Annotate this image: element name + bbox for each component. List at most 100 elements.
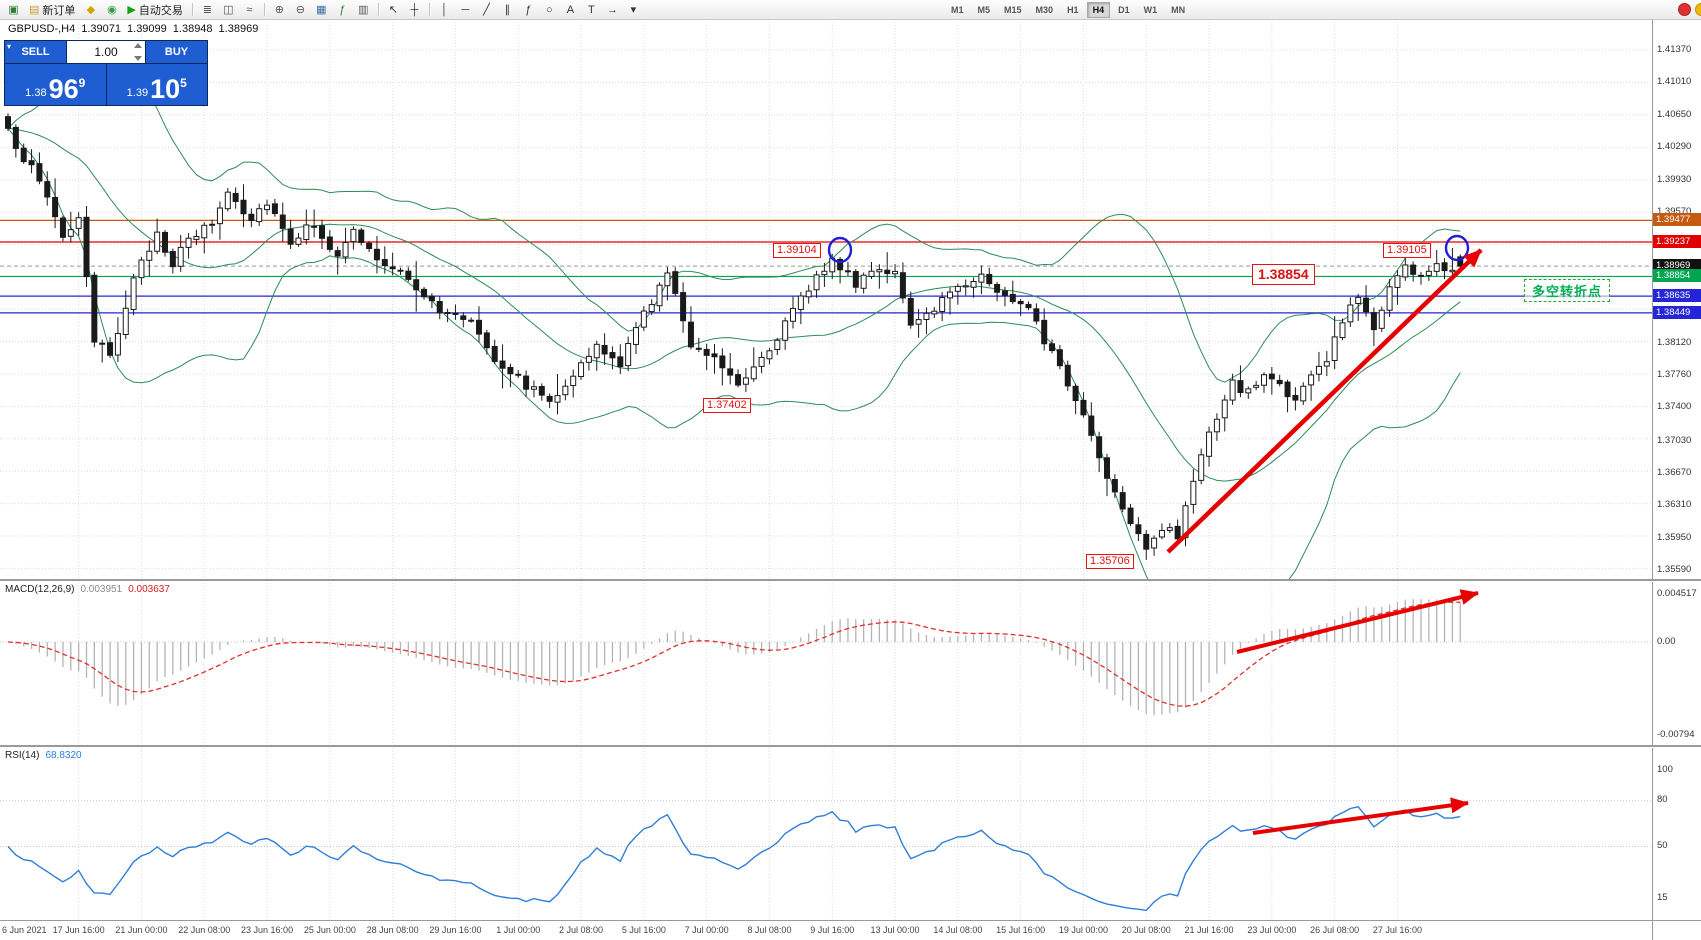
spinner-up-icon[interactable] — [134, 43, 142, 48]
autotrading-glyph: ▶ — [127, 4, 136, 16]
toolbar-separator — [263, 3, 265, 16]
collapse-icon[interactable]: ▾ — [7, 42, 12, 51]
turning-point-label: 多空转折点 — [1524, 279, 1611, 302]
rsi-value: 68.8320 — [45, 750, 82, 761]
volume-spinner[interactable] — [134, 43, 143, 61]
buy-price-main: 10 — [150, 74, 181, 104]
symbol-period-label: GBPUSD-,H4 — [8, 23, 76, 35]
toolbar-separator — [191, 3, 193, 16]
toolbar-separator — [377, 3, 379, 16]
tile-windows-icon-glyph: ▦ — [316, 4, 327, 16]
equidistant-channel-icon-glyph: ∥ — [504, 4, 511, 16]
mql5-community-icon-glyph: ◆ — [86, 4, 96, 16]
macd-indicator-label: MACD(12,26,9) 0.003951 0.003637 — [5, 584, 170, 595]
timeframe-w1-button[interactable]: W1 — [1143, 5, 1158, 15]
line-chart-icon[interactable]: ≈ — [240, 2, 259, 17]
text-icon-glyph: A — [566, 3, 575, 16]
timeframe-m1-button[interactable]: M1 — [951, 5, 964, 15]
text-label-icon-glyph: T — [588, 3, 595, 16]
toolbar-right — [1678, 3, 1701, 16]
candlestick-chart-icon-glyph: ◫ — [223, 4, 234, 16]
price-axis-border — [1652, 19, 1653, 940]
one-click-trading-panel: ▾ SELL 1.00 BUY 1.38 96 9 1.39 10 5 — [4, 40, 208, 106]
templates-icon[interactable]: ▥ — [354, 2, 373, 17]
indicators-icon[interactable]: ƒ — [333, 2, 352, 17]
timeframe-h4-button[interactable]: H4 — [1086, 2, 1111, 18]
cursor-icon[interactable]: ↖ — [384, 2, 403, 17]
candlestick-chart-icon[interactable]: ◫ — [219, 2, 238, 17]
trendline-icon-glyph: ╱ — [483, 4, 490, 16]
new-chart-icon[interactable]: ▣ — [4, 2, 23, 17]
sell-price-button[interactable]: 1.38 96 9 — [5, 64, 106, 105]
sell-price-prefix: 1.38 — [25, 87, 47, 99]
fibonacci-icon[interactable]: ƒ — [519, 2, 538, 17]
rsi-indicator-label: RSI(14) 68.8320 — [5, 750, 82, 761]
toolbar-separator — [428, 3, 430, 16]
trendline-icon[interactable]: ╱ — [477, 2, 496, 17]
timeframe-mn-button[interactable]: MN — [1171, 5, 1186, 15]
timeframe-toolbar: M1 M5 M15 M30 H1 H4 D1 W1 MN — [944, 2, 1192, 18]
buy-button[interactable]: BUY — [146, 41, 207, 63]
new-order-button-label: 新订单 — [42, 4, 76, 17]
new-chart-icon-glyph: ▣ — [8, 4, 19, 16]
arrows-tool-icon[interactable]: → — [603, 2, 622, 17]
timeframe-m30-button[interactable]: M30 — [1035, 5, 1054, 15]
buy-price-prefix: 1.39 — [126, 87, 149, 99]
sell-button[interactable]: SELL — [5, 41, 66, 63]
alert-icon[interactable] — [1678, 3, 1691, 16]
macd-name: MACD(12,26,9) — [5, 584, 75, 595]
text-icon[interactable]: A — [561, 2, 580, 17]
arrows-tool-icon-glyph: → — [606, 3, 618, 16]
tile-windows-icon[interactable]: ▦ — [312, 2, 331, 17]
equidistant-channel-icon[interactable]: ∥ — [498, 2, 517, 17]
buy-price-button[interactable]: 1.39 10 5 — [106, 64, 207, 105]
chart-header: GBPUSD-,H4 1.39071 1.39099 1.38948 1.38969 — [8, 23, 264, 35]
timeframe-m5-button[interactable]: M5 — [977, 5, 991, 15]
zoom-out-icon[interactable]: ⊖ — [291, 2, 310, 17]
autotrading-button-label: 自动交易 — [138, 4, 183, 17]
timeframe-m15-button[interactable]: M15 — [1004, 5, 1022, 15]
sell-price-main: 96 — [48, 74, 79, 104]
timeframe-d1-button[interactable]: D1 — [1118, 5, 1130, 15]
low-price: 1.38948 — [172, 23, 213, 35]
toolbar-left-groups: ▣ ▤ 新订单 ◆ ◉ ▶ 自动交易 ≣ ◫ ≈ ⊕ ⊖ ▦ ƒ ▥ ↖ ┼ │ ─ ╱ ∥ ƒ ○ A T → ▾ — [3, 2, 644, 17]
crosshair-icon[interactable]: ┼ — [405, 2, 424, 17]
macd-signal-value: 0.003637 — [128, 584, 170, 595]
panel-separator[interactable] — [0, 745, 1701, 748]
zoom-out-icon-glyph: ⊖ — [295, 4, 305, 16]
macd-main-value: 0.003951 — [80, 584, 123, 595]
volume-input[interactable]: 1.00 — [67, 41, 145, 63]
toolbar: ▣ ▤ 新订单 ◆ ◉ ▶ 自动交易 ≣ ◫ ≈ ⊕ ⊖ ▦ ƒ ▥ ↖ ┼ │ ─ ╱ ∥ ƒ ○ A T → ▾ M1 M5 M15… — [0, 0, 1701, 20]
bar-chart-icon[interactable]: ≣ — [198, 2, 217, 17]
volume-value: 1.00 — [94, 45, 118, 59]
objects-dropdown-icon[interactable]: ▾ — [624, 2, 643, 17]
horizontal-line-icon[interactable]: ─ — [456, 2, 475, 17]
text-label-icon[interactable]: T — [582, 2, 601, 17]
close-price: 1.38969 — [218, 23, 259, 35]
vertical-line-icon[interactable]: │ — [435, 2, 454, 17]
zoom-in-icon[interactable]: ⊕ — [270, 2, 289, 17]
line-chart-icon-glyph: ≈ — [246, 3, 253, 16]
autotrading-button[interactable]: ▶ 自动交易 — [122, 2, 187, 17]
mql5-community-icon[interactable]: ◆ — [81, 2, 100, 17]
objects-dropdown-icon-glyph: ▾ — [630, 4, 637, 16]
panel-separator[interactable] — [0, 579, 1701, 582]
signals-icon[interactable]: ◉ — [102, 2, 121, 17]
new-order-button[interactable]: ▤ 新订单 — [24, 2, 80, 17]
high-price: 1.39099 — [127, 23, 167, 35]
vertical-line-icon-glyph: │ — [440, 3, 448, 16]
bar-chart-icon-glyph: ≣ — [202, 4, 212, 16]
horizontal-line-icon-glyph: ─ — [461, 3, 470, 16]
crosshair-icon-glyph: ┼ — [410, 3, 419, 16]
rsi-name: RSI(14) — [5, 750, 40, 761]
zoom-in-icon-glyph: ⊕ — [274, 4, 284, 16]
timeframe-h1-button[interactable]: H1 — [1067, 5, 1079, 15]
time-axis-border — [0, 920, 1701, 921]
fibonacci-icon-glyph: ƒ — [525, 3, 532, 16]
templates-icon-glyph: ▥ — [358, 4, 369, 16]
shapes-icon[interactable]: ○ — [540, 2, 559, 17]
spinner-down-icon[interactable] — [134, 56, 142, 61]
cursor-icon-glyph: ↖ — [388, 4, 398, 16]
